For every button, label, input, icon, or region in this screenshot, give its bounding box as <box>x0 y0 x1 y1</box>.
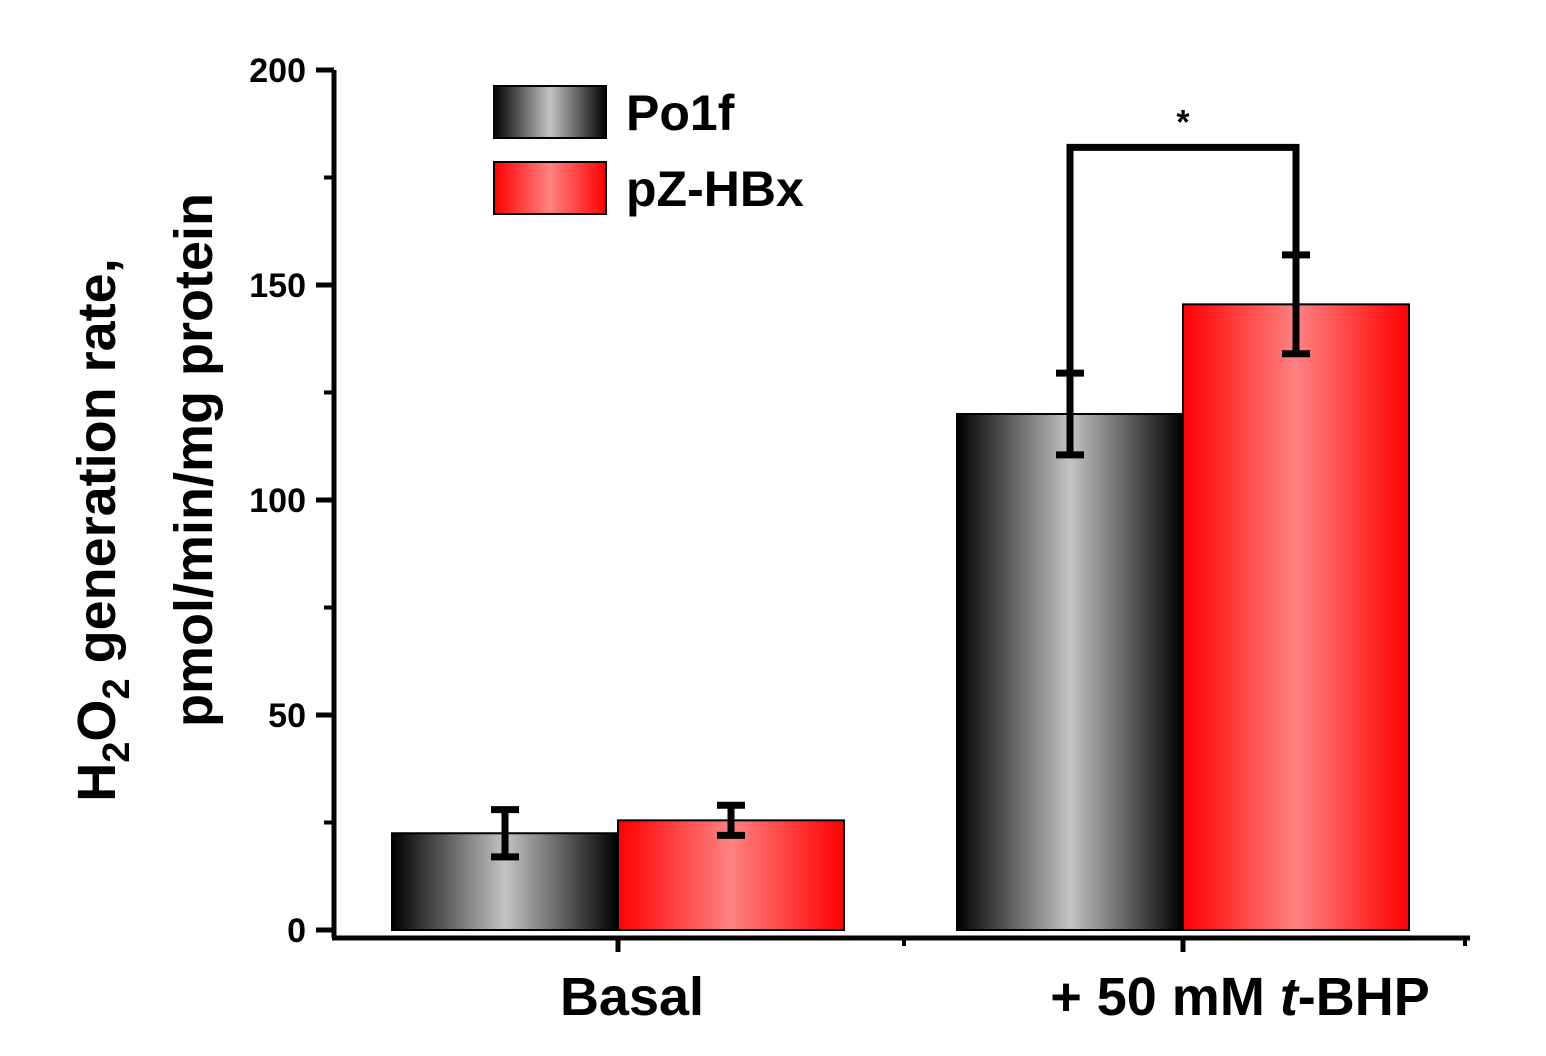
legend-swatch-pzhbx <box>493 161 607 215</box>
y-tick-label-50: 50 <box>268 697 306 735</box>
bar-pzhbx-1 <box>1182 303 1410 932</box>
y-axis-title-line2: pmol/min/mg protein <box>164 193 224 727</box>
legend: Po1f pZ-HBx <box>493 85 804 217</box>
significance-star: * <box>1176 103 1190 141</box>
legend-label-pzhbx: pZ-HBx <box>626 161 804 217</box>
chart-marks: 0 50 100 150 200 <box>249 52 1470 952</box>
y-tick-label-100: 100 <box>249 482 306 520</box>
bar-po1f-1 <box>956 413 1184 931</box>
significance-bracket <box>1066 143 1300 374</box>
y-tick-label-200: 200 <box>249 52 306 90</box>
y-axis-title: H2O2 generation rate, <box>67 258 138 801</box>
legend-label-po1f: Po1f <box>626 85 735 141</box>
legend-swatch-po1f <box>493 85 607 139</box>
x-category-label-basal: Basal <box>560 967 704 1027</box>
y-tick-label-0: 0 <box>287 912 306 950</box>
y-tick-label-150: 150 <box>249 267 306 305</box>
x-category-label-tbhp: + 50 mM t-BHP <box>1050 967 1430 1027</box>
